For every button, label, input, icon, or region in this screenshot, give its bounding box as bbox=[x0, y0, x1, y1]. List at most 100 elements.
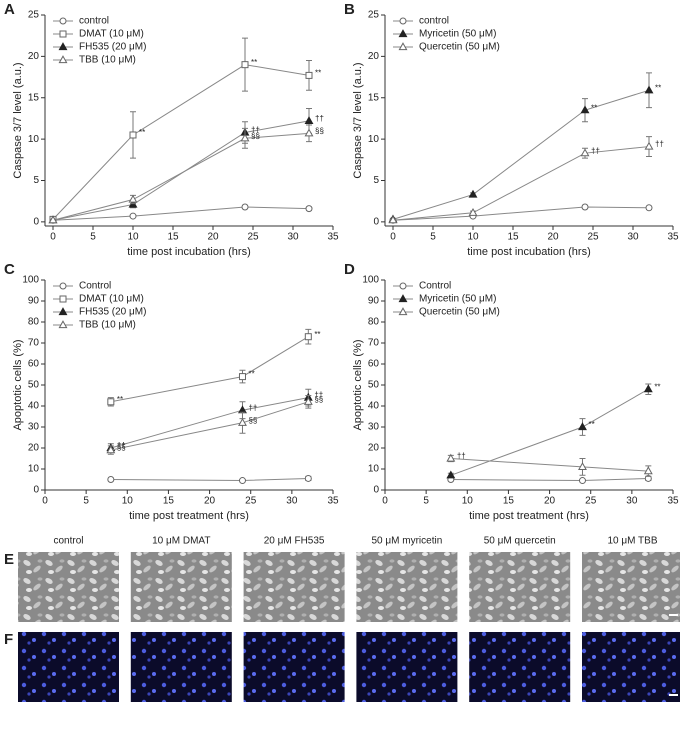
series-line bbox=[392, 146, 650, 221]
legend-marker bbox=[399, 282, 407, 290]
legend-marker bbox=[59, 295, 67, 303]
marker bbox=[238, 417, 247, 426]
legend-label: TBB (10 μM) bbox=[79, 320, 136, 331]
legend-label: DMAT (10 μM) bbox=[79, 294, 144, 305]
legend-marker bbox=[58, 307, 68, 316]
fluorescence-image bbox=[356, 632, 458, 702]
y-tick-label: 10 bbox=[368, 464, 380, 475]
marker bbox=[468, 189, 478, 198]
x-tick-label: 20 bbox=[204, 496, 216, 507]
annotation: †† bbox=[117, 441, 126, 450]
x-tick-label: 30 bbox=[626, 496, 638, 507]
brightfield-image bbox=[18, 552, 119, 622]
y-tick-label: 0 bbox=[33, 217, 39, 228]
y-tick-label: 15 bbox=[28, 92, 40, 103]
y-tick-label: 40 bbox=[28, 401, 40, 412]
y-tick-label: 0 bbox=[373, 485, 379, 496]
marker bbox=[446, 453, 456, 462]
y-axis-label: Caspase 3/7 level (a.u.) bbox=[12, 62, 24, 178]
x-tick-label: 5 bbox=[423, 496, 429, 507]
legend-marker bbox=[59, 17, 67, 25]
annotation: †† bbox=[315, 114, 324, 123]
marker bbox=[305, 71, 313, 79]
panel-label: F bbox=[4, 631, 13, 648]
column-label: 10 μM TBB bbox=[607, 536, 657, 547]
marker bbox=[241, 203, 249, 211]
column-label: 20 μM FH535 bbox=[264, 536, 325, 547]
marker bbox=[303, 396, 313, 405]
legend-marker bbox=[58, 320, 68, 329]
marker bbox=[468, 207, 478, 216]
series-line bbox=[450, 388, 649, 476]
y-tick-label: 10 bbox=[28, 134, 40, 145]
fluorescence-image bbox=[469, 632, 571, 702]
column-label: 50 μM quercetin bbox=[484, 536, 556, 547]
x-tick-label: 20 bbox=[544, 496, 556, 507]
annotation: ** bbox=[315, 69, 321, 78]
y-tick-label: 40 bbox=[368, 401, 380, 412]
marker bbox=[129, 131, 137, 139]
y-tick-label: 25 bbox=[368, 10, 380, 21]
legend-label: Quercetin (50 μM) bbox=[419, 307, 500, 318]
marker bbox=[578, 422, 587, 431]
column-label: 10 μM DMAT bbox=[152, 536, 210, 547]
marker bbox=[643, 384, 653, 393]
legend-label: control bbox=[419, 16, 449, 27]
x-tick-label: 25 bbox=[585, 496, 597, 507]
legend-marker bbox=[398, 42, 408, 51]
legend-marker bbox=[59, 282, 67, 290]
x-tick-label: 5 bbox=[430, 232, 436, 243]
legend-label: TBB (10 μM) bbox=[79, 55, 136, 66]
annotation: ** bbox=[591, 103, 597, 112]
y-tick-label: 0 bbox=[373, 217, 379, 228]
marker bbox=[304, 128, 314, 137]
legend-marker bbox=[398, 294, 408, 303]
y-tick-label: 50 bbox=[368, 380, 380, 391]
marker bbox=[644, 141, 654, 150]
series-line bbox=[392, 89, 650, 220]
y-tick-label: 20 bbox=[28, 51, 40, 62]
marker bbox=[304, 333, 312, 341]
legend-label: Control bbox=[419, 281, 451, 292]
x-tick-label: 0 bbox=[42, 496, 48, 507]
y-axis-label: Caspase 3/7 level (a.u.) bbox=[352, 62, 364, 178]
annotation: ** bbox=[655, 83, 661, 92]
x-tick-label: 20 bbox=[207, 232, 219, 243]
x-tick-label: 30 bbox=[627, 232, 639, 243]
x-tick-label: 0 bbox=[382, 496, 388, 507]
series-line bbox=[110, 336, 309, 403]
marker bbox=[305, 205, 313, 213]
marker bbox=[107, 398, 115, 406]
series-line bbox=[52, 206, 310, 221]
legend-label: Control bbox=[79, 281, 111, 292]
x-tick-label: 15 bbox=[503, 496, 515, 507]
marker bbox=[238, 477, 246, 485]
x-tick-label: 10 bbox=[127, 232, 139, 243]
y-axis-label: Apoptotic cells (%) bbox=[12, 339, 24, 430]
x-tick-label: 10 bbox=[122, 496, 134, 507]
brightfield-image bbox=[356, 552, 458, 622]
legend-label: control bbox=[79, 16, 109, 27]
x-tick-label: 10 bbox=[462, 496, 474, 507]
x-axis-label: time post incubation (hrs) bbox=[467, 246, 591, 258]
series-line bbox=[110, 477, 309, 482]
x-tick-label: 5 bbox=[90, 232, 96, 243]
y-tick-label: 5 bbox=[33, 175, 39, 186]
x-tick-label: 5 bbox=[83, 496, 89, 507]
marker bbox=[643, 466, 653, 475]
series-line bbox=[110, 401, 309, 451]
panel-label: D bbox=[344, 261, 355, 278]
x-tick-label: 15 bbox=[507, 232, 519, 243]
marker bbox=[106, 445, 116, 454]
x-tick-label: 25 bbox=[245, 496, 257, 507]
y-tick-label: 15 bbox=[368, 92, 380, 103]
annotation: §§ bbox=[315, 126, 324, 135]
marker bbox=[238, 373, 246, 381]
brightfield-image bbox=[130, 552, 232, 622]
marker bbox=[388, 215, 398, 224]
annotation: §§ bbox=[251, 131, 260, 140]
x-axis-label: time post incubation (hrs) bbox=[127, 246, 251, 258]
y-tick-label: 20 bbox=[368, 51, 380, 62]
y-tick-label: 20 bbox=[28, 443, 40, 454]
